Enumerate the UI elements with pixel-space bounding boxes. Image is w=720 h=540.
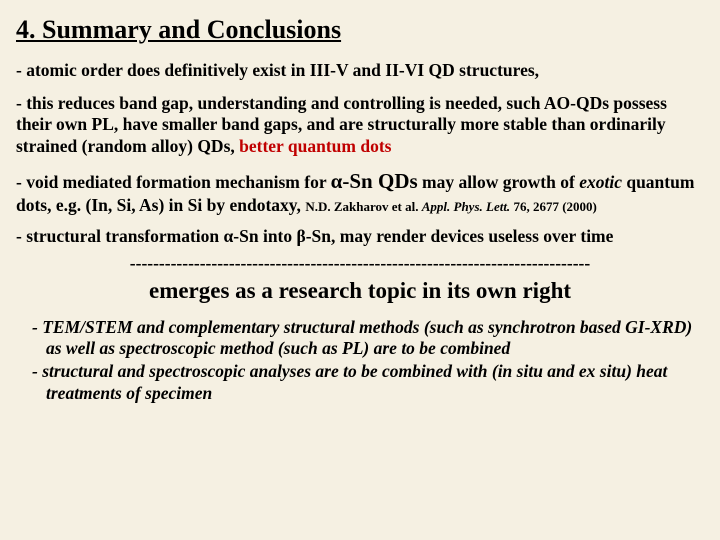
p3-alpha-sn: α-Sn QDs bbox=[331, 169, 418, 193]
bottom-item-2: - structural and spectroscopic analyses … bbox=[16, 361, 704, 404]
p3-ref-b: 76, 2677 (2000) bbox=[510, 199, 597, 214]
bullet-4: - structural transformation α-Sn into β-… bbox=[16, 226, 704, 247]
emerges-line: emerges as a research topic in its own r… bbox=[16, 277, 704, 305]
p3-ref-a: N.D. Zakharov et al. bbox=[305, 199, 421, 214]
bottom-item-1: - TEM/STEM and complementary structural … bbox=[16, 317, 704, 360]
bullet-1: - atomic order does definitively exist i… bbox=[16, 60, 704, 81]
p3-a: - void mediated formation mechanism for bbox=[16, 172, 331, 192]
bullet-3: - void mediated formation mechanism for … bbox=[16, 169, 704, 216]
p3-exotic: exotic bbox=[579, 172, 622, 192]
bullet-2-emphasis: better quantum dots bbox=[239, 136, 391, 156]
p3-b: may allow growth of bbox=[418, 172, 580, 192]
divider: ----------------------------------------… bbox=[16, 253, 704, 274]
bottom-block: - TEM/STEM and complementary structural … bbox=[16, 317, 704, 404]
slide-title: 4. Summary and Conclusions bbox=[16, 14, 704, 46]
bullet-2: - this reduces band gap, understanding a… bbox=[16, 93, 704, 157]
p3-ref-journal: Appl. Phys. Lett. bbox=[422, 199, 510, 214]
